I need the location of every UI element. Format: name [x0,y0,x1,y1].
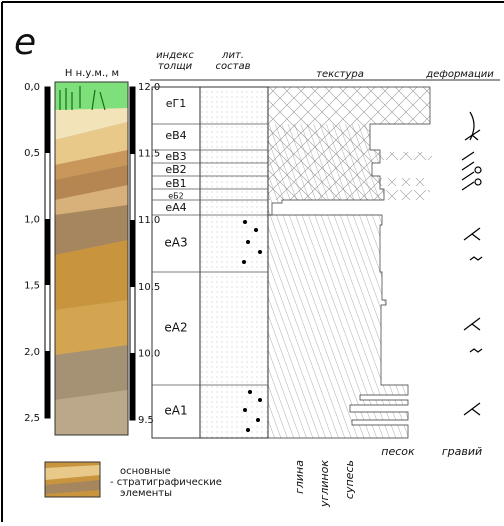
unit-label: еА2 [164,321,187,335]
depth-tick: 1,5 [24,281,40,292]
altitude-tick: 9.5 [138,415,154,426]
altitude-tick: 10.5 [138,282,160,293]
deformation-symbols [461,111,483,416]
header-texture: текстура [316,69,364,80]
depth-tick: 2,0 [24,347,40,358]
panel-label: е [14,22,36,63]
unit-label: еА3 [164,236,187,250]
grain-size-label: глина [293,460,306,494]
legend-line-2: - стратиграфические [110,477,222,488]
unit-label: еГ1 [166,97,186,110]
unit-label: еВ4 [165,129,186,142]
lithology-column [199,86,269,439]
depth-bar [44,86,51,419]
altitude-tick: 10.0 [138,348,160,359]
grain-size-label: песок [381,445,415,458]
legend-line-3: элементы [120,488,172,499]
header-index-2: толщи [158,61,193,72]
altitude-tick: 11.5 [138,149,160,160]
texture-column [267,86,432,439]
depth-tick: 2,5 [24,413,40,424]
grain-size-label: гравий [442,445,482,458]
unit-label: еВ3 [165,150,186,163]
altitude-tick: 11.0 [138,215,160,226]
grain-size-label: углинок [318,460,331,508]
unit-label: еВ1 [165,177,186,190]
unit-label: еА4 [165,201,186,214]
header-index-1: индекс [156,50,194,61]
legend-swatch [44,461,101,498]
depth-tick: 0,0 [24,82,40,93]
header-deformation: деформации [425,69,494,80]
altitude-label: Н н.у.м., м [65,68,119,79]
altitude-tick: 12.0 [138,82,160,93]
header-lith-2: состав [216,61,251,72]
depth-tick: 0,5 [24,148,40,159]
gravel-marks [242,220,262,432]
depth-tick: 1,0 [24,214,40,225]
unit-label: еБ2 [168,192,184,201]
section-photo [54,81,129,436]
unit-boundaries [152,123,268,386]
header-lith-1: лит. [221,50,244,61]
grain-size-label: супесь [343,460,356,499]
unit-label: еВ2 [165,163,186,176]
legend-line-1: основные [120,466,171,477]
altitude-bar [129,86,136,421]
unit-label: еА1 [164,404,187,418]
